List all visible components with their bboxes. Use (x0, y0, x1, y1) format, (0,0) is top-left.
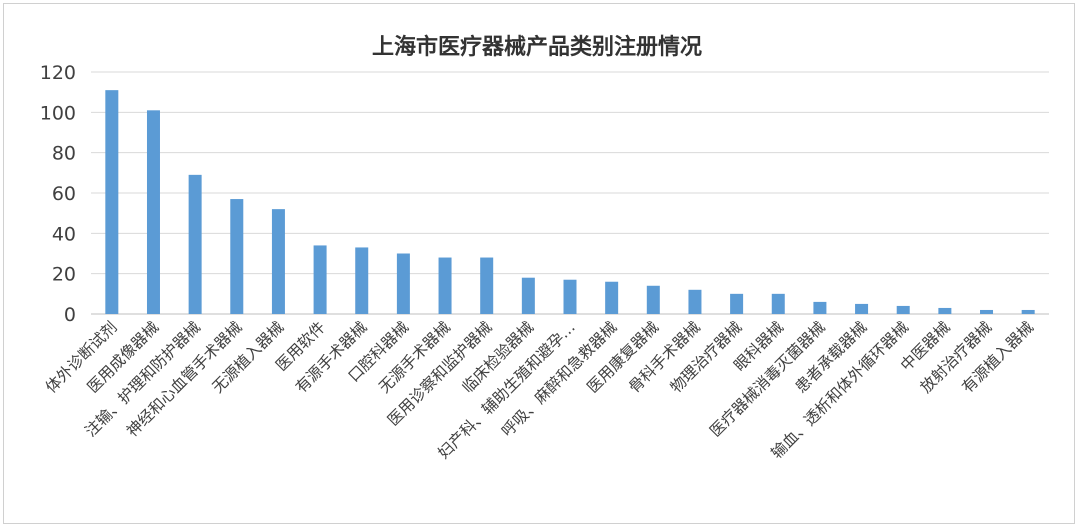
y-tick-label: 80 (52, 143, 76, 165)
bar (480, 257, 494, 314)
chart-title: 上海市医疗器械产品类别注册情况 (372, 34, 702, 60)
bar (605, 281, 619, 314)
bar (521, 277, 535, 314)
x-tick-label: 体外诊断试剂 (42, 318, 120, 396)
bar (771, 293, 785, 314)
bar-chart: 上海市医疗器械产品类别注册情况 0 20 40 60 80 100 120 体外诊断试剂医用… (40, 34, 1049, 462)
x-axis-tick-labels: 体外诊断试剂医用成像器械注输、护理和防护器械神经和心血管手术器械无源植入器械医用… (42, 318, 1037, 462)
bar (313, 245, 327, 314)
bar (980, 309, 994, 314)
chart-frame: 上海市医疗器械产品类别注册情况 0 20 40 60 80 100 120 体外诊断试剂 医用… (3, 3, 1075, 524)
bar (146, 110, 160, 314)
bar (1021, 309, 1035, 314)
bar (855, 303, 869, 314)
y-tick-label: 120 (40, 62, 76, 84)
gridlines (91, 71, 1049, 315)
bar (355, 247, 369, 314)
bar (730, 293, 744, 314)
bars (105, 90, 1035, 315)
bar (271, 209, 285, 314)
bar (813, 301, 827, 314)
bar (105, 90, 119, 315)
bar (646, 285, 660, 314)
bar (188, 174, 202, 314)
bar (688, 289, 702, 314)
y-tick-label: 20 (52, 264, 76, 286)
bar (563, 279, 577, 314)
bar (896, 305, 910, 314)
bar (230, 199, 244, 314)
y-tick-label: 100 (40, 102, 76, 124)
y-tick-label: 60 (52, 183, 76, 205)
y-tick-label: 0 (64, 304, 76, 326)
bar (938, 307, 952, 314)
bar (438, 257, 452, 314)
y-tick-label: 40 (52, 223, 76, 245)
y-axis-tick-labels: 0 20 40 60 80 100 120 (40, 62, 76, 326)
bar (396, 253, 410, 314)
